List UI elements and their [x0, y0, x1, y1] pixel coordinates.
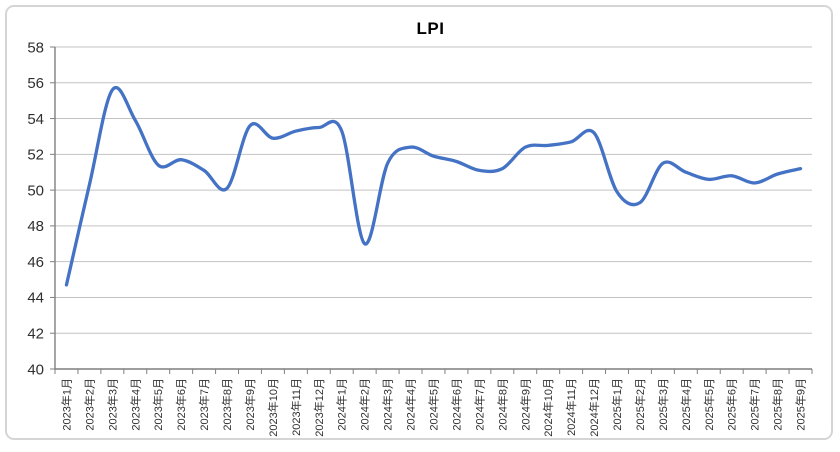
x-axis-label: 2023年2月: [82, 378, 96, 431]
x-axis-label: 2025年8月: [771, 378, 785, 431]
line-series-lpi: [64, 85, 803, 287]
y-axis-label: 56: [27, 75, 44, 92]
x-axis-label: 2024年2月: [358, 378, 372, 431]
x-axis-label: 2024年1月: [335, 378, 349, 431]
y-axis-label: 48: [27, 218, 44, 235]
x-axis-label: 2024年10月: [541, 378, 555, 437]
y-axis-label: 54: [27, 111, 44, 128]
y-axis-label: 46: [27, 254, 44, 271]
x-axis-label: 2024年7月: [472, 378, 486, 431]
x-axis-label: 2023年3月: [105, 378, 119, 431]
x-axis-label: 2025年1月: [610, 378, 624, 431]
y-axis-label: 44: [27, 290, 44, 307]
x-axis-label: 2023年11月: [289, 378, 303, 436]
x-axis-label: 2024年4月: [404, 378, 418, 431]
x-axis-label: 2025年3月: [656, 378, 670, 431]
y-axis-label: 50: [27, 182, 44, 199]
x-axis-label: 2025年7月: [748, 378, 762, 431]
y-axis-label: 58: [27, 39, 44, 56]
x-axis-label: 2024年8月: [495, 378, 509, 431]
x-axis-label: 2025年2月: [633, 378, 647, 431]
x-axis-label: 2025年6月: [725, 378, 739, 431]
x-axis-label: 2025年9月: [794, 378, 808, 431]
chart-title: LPI: [416, 19, 445, 38]
x-axis-label: 2024年3月: [381, 378, 395, 431]
x-axis-label: 2025年4月: [679, 378, 693, 431]
y-axis-label: 52: [27, 147, 44, 164]
x-axis-label: 2023年10月: [266, 378, 280, 437]
x-axis-label: 2023年9月: [243, 378, 257, 431]
chart-frame: LPI 40 42 44 46 48 50 52 54 56 58 2023年1月 2023年2月 20…: [5, 5, 833, 440]
y-axis-label: 40: [27, 361, 44, 378]
x-axis-label: 2024年12月: [587, 378, 601, 437]
x-axis-label: 2024年11月: [564, 378, 578, 436]
x-axis-label: 2024年9月: [518, 378, 532, 431]
x-axis-label: 2024年6月: [449, 378, 463, 431]
x-axis-label: 2025年5月: [702, 378, 716, 431]
y-axis-label: 42: [27, 325, 44, 342]
x-axis-label: 2023年1月: [59, 378, 73, 431]
x-axis-label: 2023年6月: [174, 378, 188, 431]
x-axis-label: 2023年7月: [197, 378, 211, 431]
x-axis-label: 2023年12月: [312, 378, 326, 437]
x-axis-label: 2024年5月: [427, 378, 441, 431]
x-axis-label: 2023年8月: [220, 378, 234, 431]
x-axis-label: 2023年5月: [151, 378, 165, 431]
x-axis-label: 2023年4月: [128, 378, 142, 431]
